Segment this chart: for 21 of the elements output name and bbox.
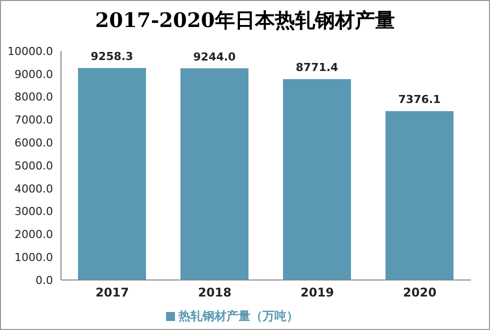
x-tick-label: 2017	[96, 286, 129, 300]
y-tick-label: 6000.0	[14, 136, 53, 150]
y-tick-label: 3000.0	[14, 205, 53, 218]
x-tick-label: 2018	[198, 286, 232, 300]
y-tick-label: 7000.0	[14, 114, 53, 127]
text: 8771.4	[296, 61, 338, 74]
text: 7376.1	[398, 93, 441, 106]
y-tick-label: 8000.0	[14, 90, 53, 104]
y-tick-label: 0.0	[36, 274, 53, 287]
y-tick-label: 10000.0	[8, 44, 53, 58]
legend-label: 热轧钢材产量（万吨）	[178, 309, 298, 323]
y-tick-label: 2000.0	[14, 228, 53, 242]
y-tick-label: 9000.0	[14, 68, 53, 81]
y-tick-label: 1000.0	[14, 251, 53, 264]
x-tick-label: 2019	[300, 286, 334, 300]
x-tick-label: 2020	[403, 286, 436, 300]
y-tick-label: 4000.0	[14, 182, 53, 196]
text: 9258.3	[90, 50, 134, 63]
text: 9244.0	[193, 50, 236, 64]
chart-title: 2017-2020年日本热轧钢材产量	[94, 7, 396, 34]
y-tick-label: 5000.0	[14, 159, 53, 172]
